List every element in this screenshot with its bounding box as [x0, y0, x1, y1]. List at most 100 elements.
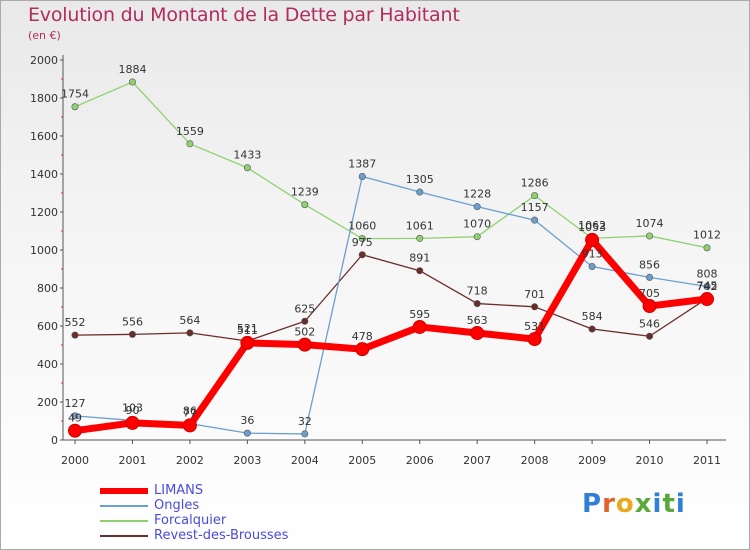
data-label: 913: [582, 248, 603, 261]
data-point: [182, 418, 197, 433]
data-label: 1286: [521, 177, 549, 190]
y-tick-label: 1800: [30, 92, 58, 105]
x-tick-label: 2002: [176, 454, 204, 467]
x-tick-label: 2005: [348, 454, 376, 467]
data-point: [128, 78, 136, 86]
data-point: [703, 282, 711, 290]
data-label: 1060: [348, 220, 376, 233]
data-point: [71, 103, 79, 111]
data-label: 32: [298, 415, 312, 428]
data-label: 1074: [636, 217, 664, 230]
y-tick-label: 800: [37, 282, 58, 295]
data-label: 1754: [61, 88, 89, 101]
y-tick-label: 1600: [30, 130, 58, 143]
data-label: 718: [467, 285, 488, 298]
data-point: [588, 263, 596, 271]
data-point: [301, 430, 309, 438]
data-label: 521: [237, 322, 258, 335]
data-label: 1559: [176, 125, 204, 138]
logo-letter: t: [662, 489, 676, 519]
data-point: [646, 232, 654, 240]
legend-swatch: [100, 488, 148, 494]
data-label: 1062: [578, 219, 606, 232]
legend-swatch: [100, 535, 148, 537]
data-label: 127: [65, 397, 86, 410]
legend-swatch: [100, 520, 148, 522]
data-label: 49: [68, 412, 82, 425]
data-label: 90: [125, 404, 139, 417]
data-label: 705: [639, 287, 660, 300]
data-point: [125, 415, 140, 430]
chart-subtitle: (en €): [28, 29, 61, 42]
data-point: [416, 267, 424, 275]
data-label: 86: [183, 405, 197, 418]
data-point: [473, 300, 481, 308]
data-label: 556: [122, 315, 143, 328]
data-point: [355, 342, 370, 357]
legend-label: LIMANS: [154, 483, 204, 498]
data-point: [416, 188, 424, 196]
data-point: [358, 235, 366, 243]
series-line-limans: [71, 236, 711, 435]
legend-label: Revest-des-Brousses: [154, 528, 289, 543]
data-point: [186, 329, 194, 337]
data-point: [588, 325, 596, 333]
data-label: 975: [352, 236, 373, 249]
data-point: [128, 330, 136, 338]
data-point: [243, 429, 251, 437]
data-point: [700, 292, 714, 307]
data-label: 1884: [118, 63, 146, 76]
data-label: 546: [639, 317, 660, 330]
logo-letter: i: [675, 489, 686, 519]
data-point: [470, 326, 485, 341]
series-line-forcalquier: [74, 81, 708, 249]
data-label: 563: [467, 314, 488, 327]
data-label: 701: [524, 288, 545, 301]
data-label: 1070: [463, 218, 491, 231]
data-point: [243, 164, 251, 172]
data-point: [531, 303, 539, 311]
logo-letter: r: [602, 489, 616, 519]
x-tick-label: 2008: [521, 454, 549, 467]
logo-letter: i: [652, 489, 663, 519]
data-point: [416, 234, 424, 242]
data-point: [473, 233, 481, 241]
data-point: [585, 232, 600, 247]
x-tick-label: 2011: [693, 454, 721, 467]
data-point: [703, 244, 711, 252]
data-point: [68, 423, 82, 438]
data-point: [646, 273, 654, 281]
data-point: [301, 201, 309, 209]
data-point: [301, 317, 309, 325]
data-point: [473, 203, 481, 211]
data-point: [527, 332, 542, 347]
data-label: 1305: [406, 173, 434, 186]
data-label: 742: [697, 280, 718, 293]
x-tick-label: 2004: [291, 454, 319, 467]
data-label: 552: [65, 316, 86, 329]
series-line-revest-des-brousses: [74, 254, 708, 342]
data-label: 1228: [463, 188, 491, 201]
legend-label: Ongles: [154, 498, 200, 513]
data-label: 584: [582, 310, 603, 323]
data-point: [358, 251, 366, 259]
logo-letter: x: [634, 489, 653, 519]
data-point: [186, 140, 194, 148]
series-line-ongles: [74, 175, 708, 435]
data-label: 36: [240, 414, 254, 427]
data-point: [412, 319, 427, 334]
data-label: 103: [122, 401, 143, 414]
y-tick-label: 1000: [30, 244, 58, 257]
data-point: [240, 335, 255, 350]
x-tick-label: 2003: [233, 454, 261, 467]
data-label: 511: [237, 324, 258, 337]
data-label: 1433: [233, 149, 261, 162]
data-label: 1012: [693, 229, 721, 242]
data-point: [531, 216, 539, 224]
data-label: 625: [294, 302, 315, 315]
y-tick-label: 1200: [30, 206, 58, 219]
y-tick-label: 0: [51, 434, 58, 447]
legend-swatch: [100, 505, 148, 507]
legend-label: Forcalquier: [154, 513, 227, 528]
